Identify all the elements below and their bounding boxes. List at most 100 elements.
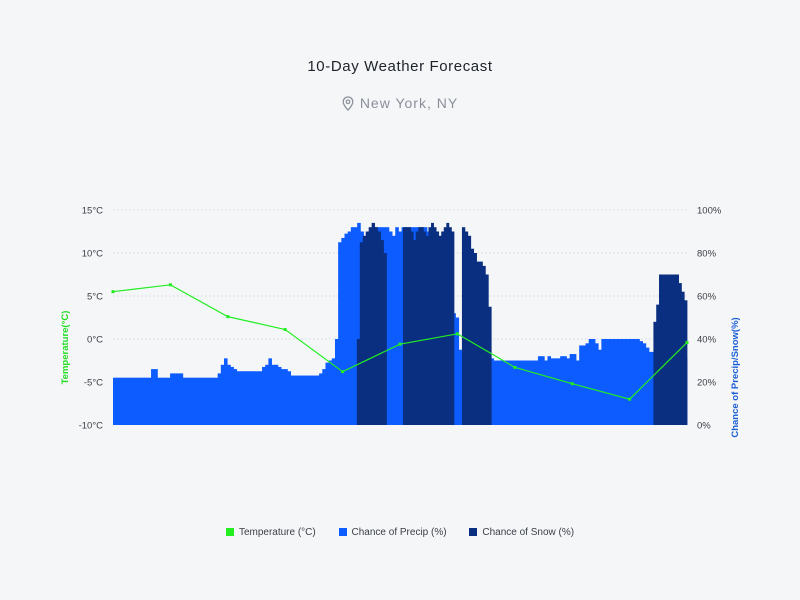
precip-bar <box>198 377 203 425</box>
y-tick-right: 100% <box>697 206 722 217</box>
y-axis-title-left: Temperature(°C) <box>60 311 71 385</box>
snow-bar <box>470 248 475 425</box>
precip-bar <box>607 339 612 425</box>
legend-label-precip: Chance of Precip (%) <box>351 527 447 538</box>
snow-bar <box>667 274 671 425</box>
precip-bar <box>227 364 231 425</box>
temperature-point <box>283 328 287 332</box>
precip-bar <box>493 360 498 425</box>
precip-bar <box>566 358 571 425</box>
snow-bar <box>374 227 378 425</box>
snow-bar <box>380 240 384 425</box>
snow-bar <box>428 227 432 425</box>
precip-bar <box>179 373 184 425</box>
y-axis-title-right: Chance of Precip/Snow(%) <box>730 317 741 437</box>
precip-bar <box>579 345 583 425</box>
legend-label-snow: Chance of Snow (%) <box>482 527 575 538</box>
legend-swatch-snow <box>469 528 478 536</box>
precip-bar <box>284 369 288 425</box>
precip-bar <box>319 373 323 425</box>
map-pin-icon <box>342 96 354 114</box>
precip-bar <box>537 356 542 425</box>
precip-bar <box>170 373 174 425</box>
precip-bar <box>518 360 523 425</box>
legend-label-temperature: Temperature (°C) <box>238 527 316 538</box>
snow-bar <box>684 300 688 425</box>
snow-bar <box>479 261 483 425</box>
precip-bar <box>208 377 212 425</box>
precip-bar <box>490 358 494 425</box>
precip-bar <box>306 375 311 425</box>
precip-bar <box>122 377 127 425</box>
precip-bar <box>195 377 200 425</box>
snow-bar <box>441 231 445 425</box>
precip-bar <box>610 339 615 425</box>
snow-bar <box>443 227 447 425</box>
precip-bar <box>252 371 257 425</box>
y-tick-left: 5°C <box>87 292 103 303</box>
precip-bar <box>506 360 510 425</box>
legend-swatch-precip <box>338 528 347 536</box>
legend-item-temperature[interactable]: Temperature (°C) <box>225 527 316 538</box>
precip-bar <box>125 377 130 425</box>
legend-item-snow[interactable]: Chance of Snow (%) <box>469 527 574 538</box>
snow-bar <box>656 304 660 425</box>
precip-bar <box>166 377 171 425</box>
precip-bar <box>591 339 596 425</box>
snow-bar <box>482 265 486 425</box>
temperature-point <box>628 397 632 401</box>
precip-bar <box>138 377 142 425</box>
precip-bar <box>214 377 219 425</box>
snow-bar <box>359 242 364 425</box>
precip-bar <box>217 373 222 425</box>
precip-bar <box>132 377 136 425</box>
snow-bar <box>681 291 685 425</box>
legend-item-precip[interactable]: Chance of Precip (%) <box>338 527 447 538</box>
temperature-line-series <box>111 283 689 401</box>
snow-bar <box>356 339 361 425</box>
precip-bar <box>582 345 586 425</box>
precip-bar <box>173 373 177 425</box>
precip-bar <box>633 339 637 425</box>
precip-bar <box>357 222 361 425</box>
snow-bar <box>467 235 472 425</box>
precip-bar <box>392 235 396 425</box>
precip-bar <box>639 341 644 425</box>
snow-bar <box>431 222 434 425</box>
temperature-point <box>111 290 115 294</box>
precip-bar <box>601 339 605 425</box>
y-tick-right: 80% <box>697 249 717 260</box>
snow-bar <box>451 231 455 425</box>
temperature-point <box>226 315 230 319</box>
precip-bar <box>648 351 653 425</box>
precip-bar <box>509 360 513 425</box>
precip-bar <box>201 377 206 425</box>
precip-bar <box>223 358 228 425</box>
precip-bar <box>350 227 355 425</box>
precip-bar <box>560 356 564 425</box>
precip-bar <box>576 360 580 425</box>
precip-bar <box>588 339 593 425</box>
precip-bar <box>629 339 634 425</box>
snow-bar <box>413 240 417 425</box>
chart-title: 10-Day Weather Forecast <box>307 58 493 75</box>
precip-bar <box>185 377 190 425</box>
snow-bar <box>670 274 674 425</box>
precip-bar <box>556 358 561 425</box>
precip-bar <box>499 360 504 425</box>
precip-bar <box>572 354 577 425</box>
snow-bar <box>485 274 489 425</box>
precip-bar <box>515 360 520 425</box>
precip-bar <box>236 371 241 425</box>
precip-bar <box>249 371 253 425</box>
snow-bar <box>418 227 422 425</box>
precip-bar <box>220 364 225 425</box>
precip-bar <box>243 371 247 425</box>
snow-bar <box>383 253 387 425</box>
precip-bar <box>160 377 165 425</box>
precip-bar <box>614 339 618 425</box>
snow-bar <box>473 253 477 425</box>
precip-bar <box>189 377 193 425</box>
snow-bar <box>377 231 381 425</box>
y-tick-right: 40% <box>697 335 717 346</box>
